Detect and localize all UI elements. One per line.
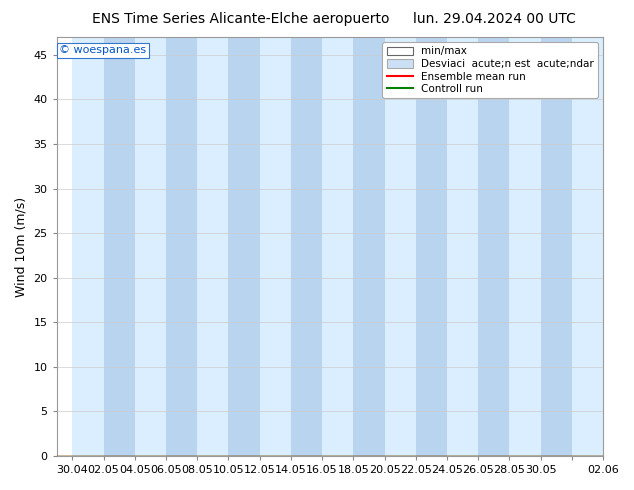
Bar xyxy=(197,37,228,456)
Bar xyxy=(510,37,541,456)
Y-axis label: Wind 10m (m/s): Wind 10m (m/s) xyxy=(15,196,28,296)
Bar xyxy=(260,37,291,456)
Text: lun. 29.04.2024 00 UTC: lun. 29.04.2024 00 UTC xyxy=(413,12,576,26)
Bar xyxy=(572,37,603,456)
Text: ENS Time Series Alicante-Elche aeropuerto: ENS Time Series Alicante-Elche aeropuert… xyxy=(92,12,390,26)
Bar xyxy=(541,37,572,456)
Bar xyxy=(228,37,260,456)
Bar xyxy=(478,37,510,456)
Bar xyxy=(135,37,166,456)
Bar xyxy=(72,37,103,456)
Bar xyxy=(291,37,322,456)
Bar xyxy=(103,37,135,456)
Bar xyxy=(416,37,447,456)
Bar xyxy=(447,37,478,456)
Bar xyxy=(353,37,385,456)
Bar xyxy=(385,37,416,456)
Legend: min/max, Desviaci  acute;n est  acute;ndar, Ensemble mean run, Controll run: min/max, Desviaci acute;n est acute;ndar… xyxy=(382,42,598,98)
Bar xyxy=(166,37,197,456)
Text: © woespana.es: © woespana.es xyxy=(60,46,146,55)
Bar xyxy=(322,37,353,456)
